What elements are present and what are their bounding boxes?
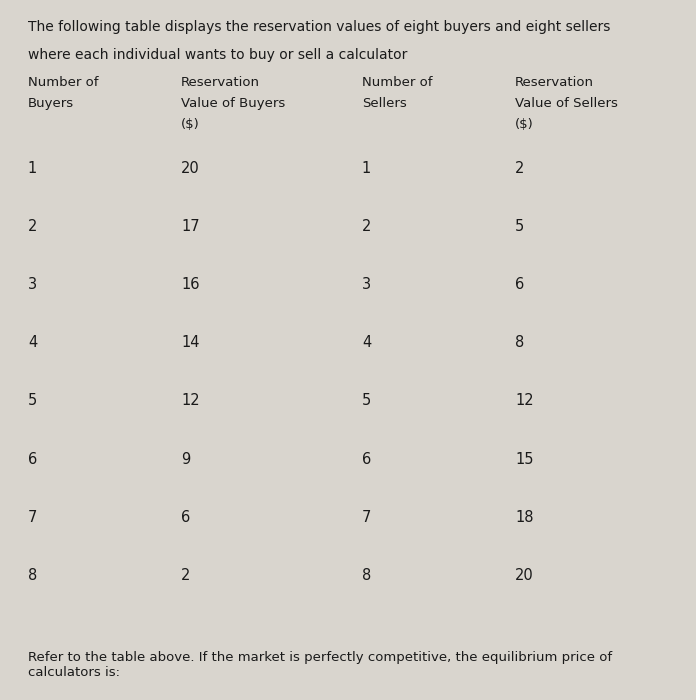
Text: Number of: Number of <box>362 76 432 89</box>
Text: 2: 2 <box>181 568 190 582</box>
Text: 20: 20 <box>515 568 534 582</box>
Text: 2: 2 <box>362 219 371 234</box>
Text: 2: 2 <box>28 219 37 234</box>
Text: 4: 4 <box>362 335 371 350</box>
Text: 5: 5 <box>28 393 37 408</box>
Text: 3: 3 <box>28 277 37 292</box>
Text: Sellers: Sellers <box>362 97 406 110</box>
Text: 5: 5 <box>515 219 524 234</box>
Text: Reservation: Reservation <box>515 76 594 89</box>
Text: 20: 20 <box>181 161 200 176</box>
Text: The following table displays the reservation values of eight buyers and eight se: The following table displays the reserva… <box>28 20 610 34</box>
Text: 4: 4 <box>28 335 37 350</box>
Text: 16: 16 <box>181 277 200 292</box>
Text: 2: 2 <box>515 161 524 176</box>
Text: 9: 9 <box>181 452 190 466</box>
Text: 6: 6 <box>515 277 524 292</box>
Text: 7: 7 <box>362 510 371 524</box>
Text: ($): ($) <box>181 118 200 131</box>
Text: Reservation: Reservation <box>181 76 260 89</box>
Text: 18: 18 <box>515 510 534 524</box>
Text: 8: 8 <box>28 568 37 582</box>
Text: Value of Buyers: Value of Buyers <box>181 97 285 110</box>
Text: 17: 17 <box>181 219 200 234</box>
Text: 5: 5 <box>362 393 371 408</box>
Text: 1: 1 <box>28 161 37 176</box>
Text: ($): ($) <box>515 118 534 131</box>
Text: 14: 14 <box>181 335 200 350</box>
Text: calculators is:: calculators is: <box>28 666 120 680</box>
Text: 1: 1 <box>362 161 371 176</box>
Text: 6: 6 <box>28 452 37 466</box>
Text: 3: 3 <box>362 277 371 292</box>
Text: 15: 15 <box>515 452 534 466</box>
Text: 6: 6 <box>181 510 190 524</box>
Text: 7: 7 <box>28 510 37 524</box>
Text: Refer to the table above. If the market is perfectly competitive, the equilibriu: Refer to the table above. If the market … <box>28 651 612 664</box>
Text: Value of Sellers: Value of Sellers <box>515 97 618 110</box>
Text: 8: 8 <box>515 335 524 350</box>
Text: 12: 12 <box>515 393 534 408</box>
Text: Buyers: Buyers <box>28 97 74 110</box>
Text: Number of: Number of <box>28 76 98 89</box>
Text: 12: 12 <box>181 393 200 408</box>
Text: where each individual wants to buy or sell a calculator: where each individual wants to buy or se… <box>28 48 407 62</box>
Text: 8: 8 <box>362 568 371 582</box>
Text: 6: 6 <box>362 452 371 466</box>
